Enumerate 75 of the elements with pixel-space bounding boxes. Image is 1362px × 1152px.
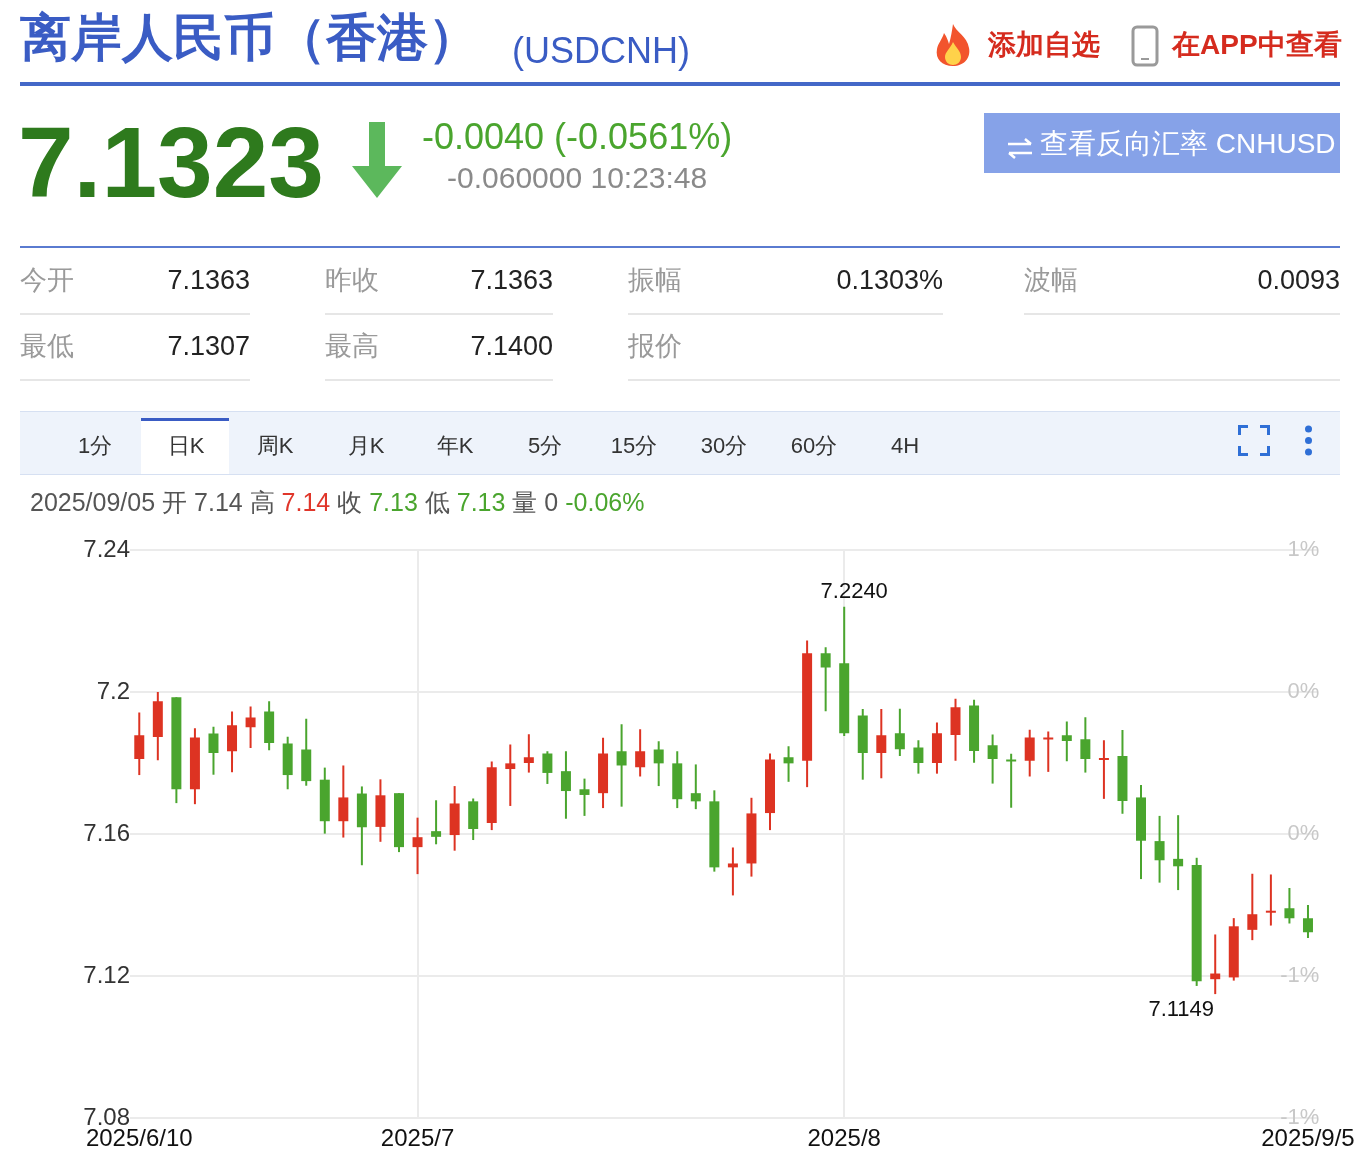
text: 0.1303% [836,265,943,295]
text: 7.1400 [470,331,553,361]
chart-subtitle: (USDCNH) [512,30,690,71]
text: 4H [890,433,920,458]
candlestick [1265,873,1276,927]
candlestick [1024,728,1035,778]
candlestick [1154,814,1165,884]
candlestick [1284,886,1295,925]
text: -0.0040 (-0.0561%) [422,116,733,157]
candlestick [820,646,831,713]
y-tick-label: 7.2 [96,676,130,704]
candlestick [913,739,924,775]
text: 在APP中查看 [1172,29,1342,60]
text: 今开 [20,265,74,295]
text: 7.1363 [470,265,553,295]
text: -0.060000 10:23:48 [447,161,708,194]
candlestick [1302,904,1313,940]
text: 1分 [77,433,113,458]
candlestick [727,846,738,897]
candlestick [431,799,442,846]
text: 波幅 [1024,265,1078,295]
y-tick-label: 7.16 [83,818,130,846]
text: 7.1307 [167,331,250,361]
text: 日K [167,433,205,458]
candlestick [876,708,887,780]
candlestick [653,740,664,788]
text: 查看反向汇率 CNHUSD [1040,128,1336,159]
candlestick [690,763,701,811]
candlestick [560,750,571,820]
annotation: 7.2240 [820,577,888,603]
text: 7.1323 [18,106,324,218]
text: 2025/09/05 开 7.14 高 7.14 收 7.13 低 7.13 量 0 -0.06% [30,488,645,516]
candlestick [894,707,905,757]
x-tick-label: 2025/8 [807,1124,881,1152]
candlestick [783,745,794,783]
chart-title: 离岸人民币（香港） [20,9,479,66]
candlestick [1061,720,1072,763]
candlestick [1006,752,1017,809]
text: 60分 [790,433,838,458]
text: 年K [436,433,474,458]
candlestick [987,733,998,785]
x-tick-label: 2025/9/5 [1261,1124,1355,1152]
candlestick [338,764,349,839]
y-tick-label: 7.12 [83,960,130,988]
candlestick [1247,872,1258,942]
candlestick [542,750,553,785]
candlestick [208,725,219,776]
text: 月K [347,433,385,458]
text: 周K [256,433,294,458]
candlestick [245,705,256,750]
x-tick-label: 2025/7 [380,1124,455,1152]
text: 15分 [610,433,658,458]
text: 最高 [325,331,379,361]
candlestick [616,723,627,808]
candlestick [505,743,516,807]
candlestick [1098,739,1109,800]
text: 5分 [527,433,563,458]
annotation: 7.1149 [1148,996,1215,1022]
candlestick [1043,730,1054,773]
candlestick [1173,814,1184,892]
text: 30分 [700,433,748,458]
candlestick [134,711,145,777]
text: 添加自选 [988,29,1100,60]
candlestick [579,777,590,817]
text: 振幅 [628,265,682,295]
y-tick-label: 7.24 [83,534,130,562]
text: 报价 [628,331,682,361]
candlestick [523,733,534,774]
candlestick [1080,716,1091,774]
candlestick [412,816,423,876]
text: 0.0093 [1257,265,1340,295]
candlestick [635,728,646,778]
text: 7.1363 [167,265,250,295]
text: 昨收 [325,265,379,295]
text: 最低 [20,331,74,361]
